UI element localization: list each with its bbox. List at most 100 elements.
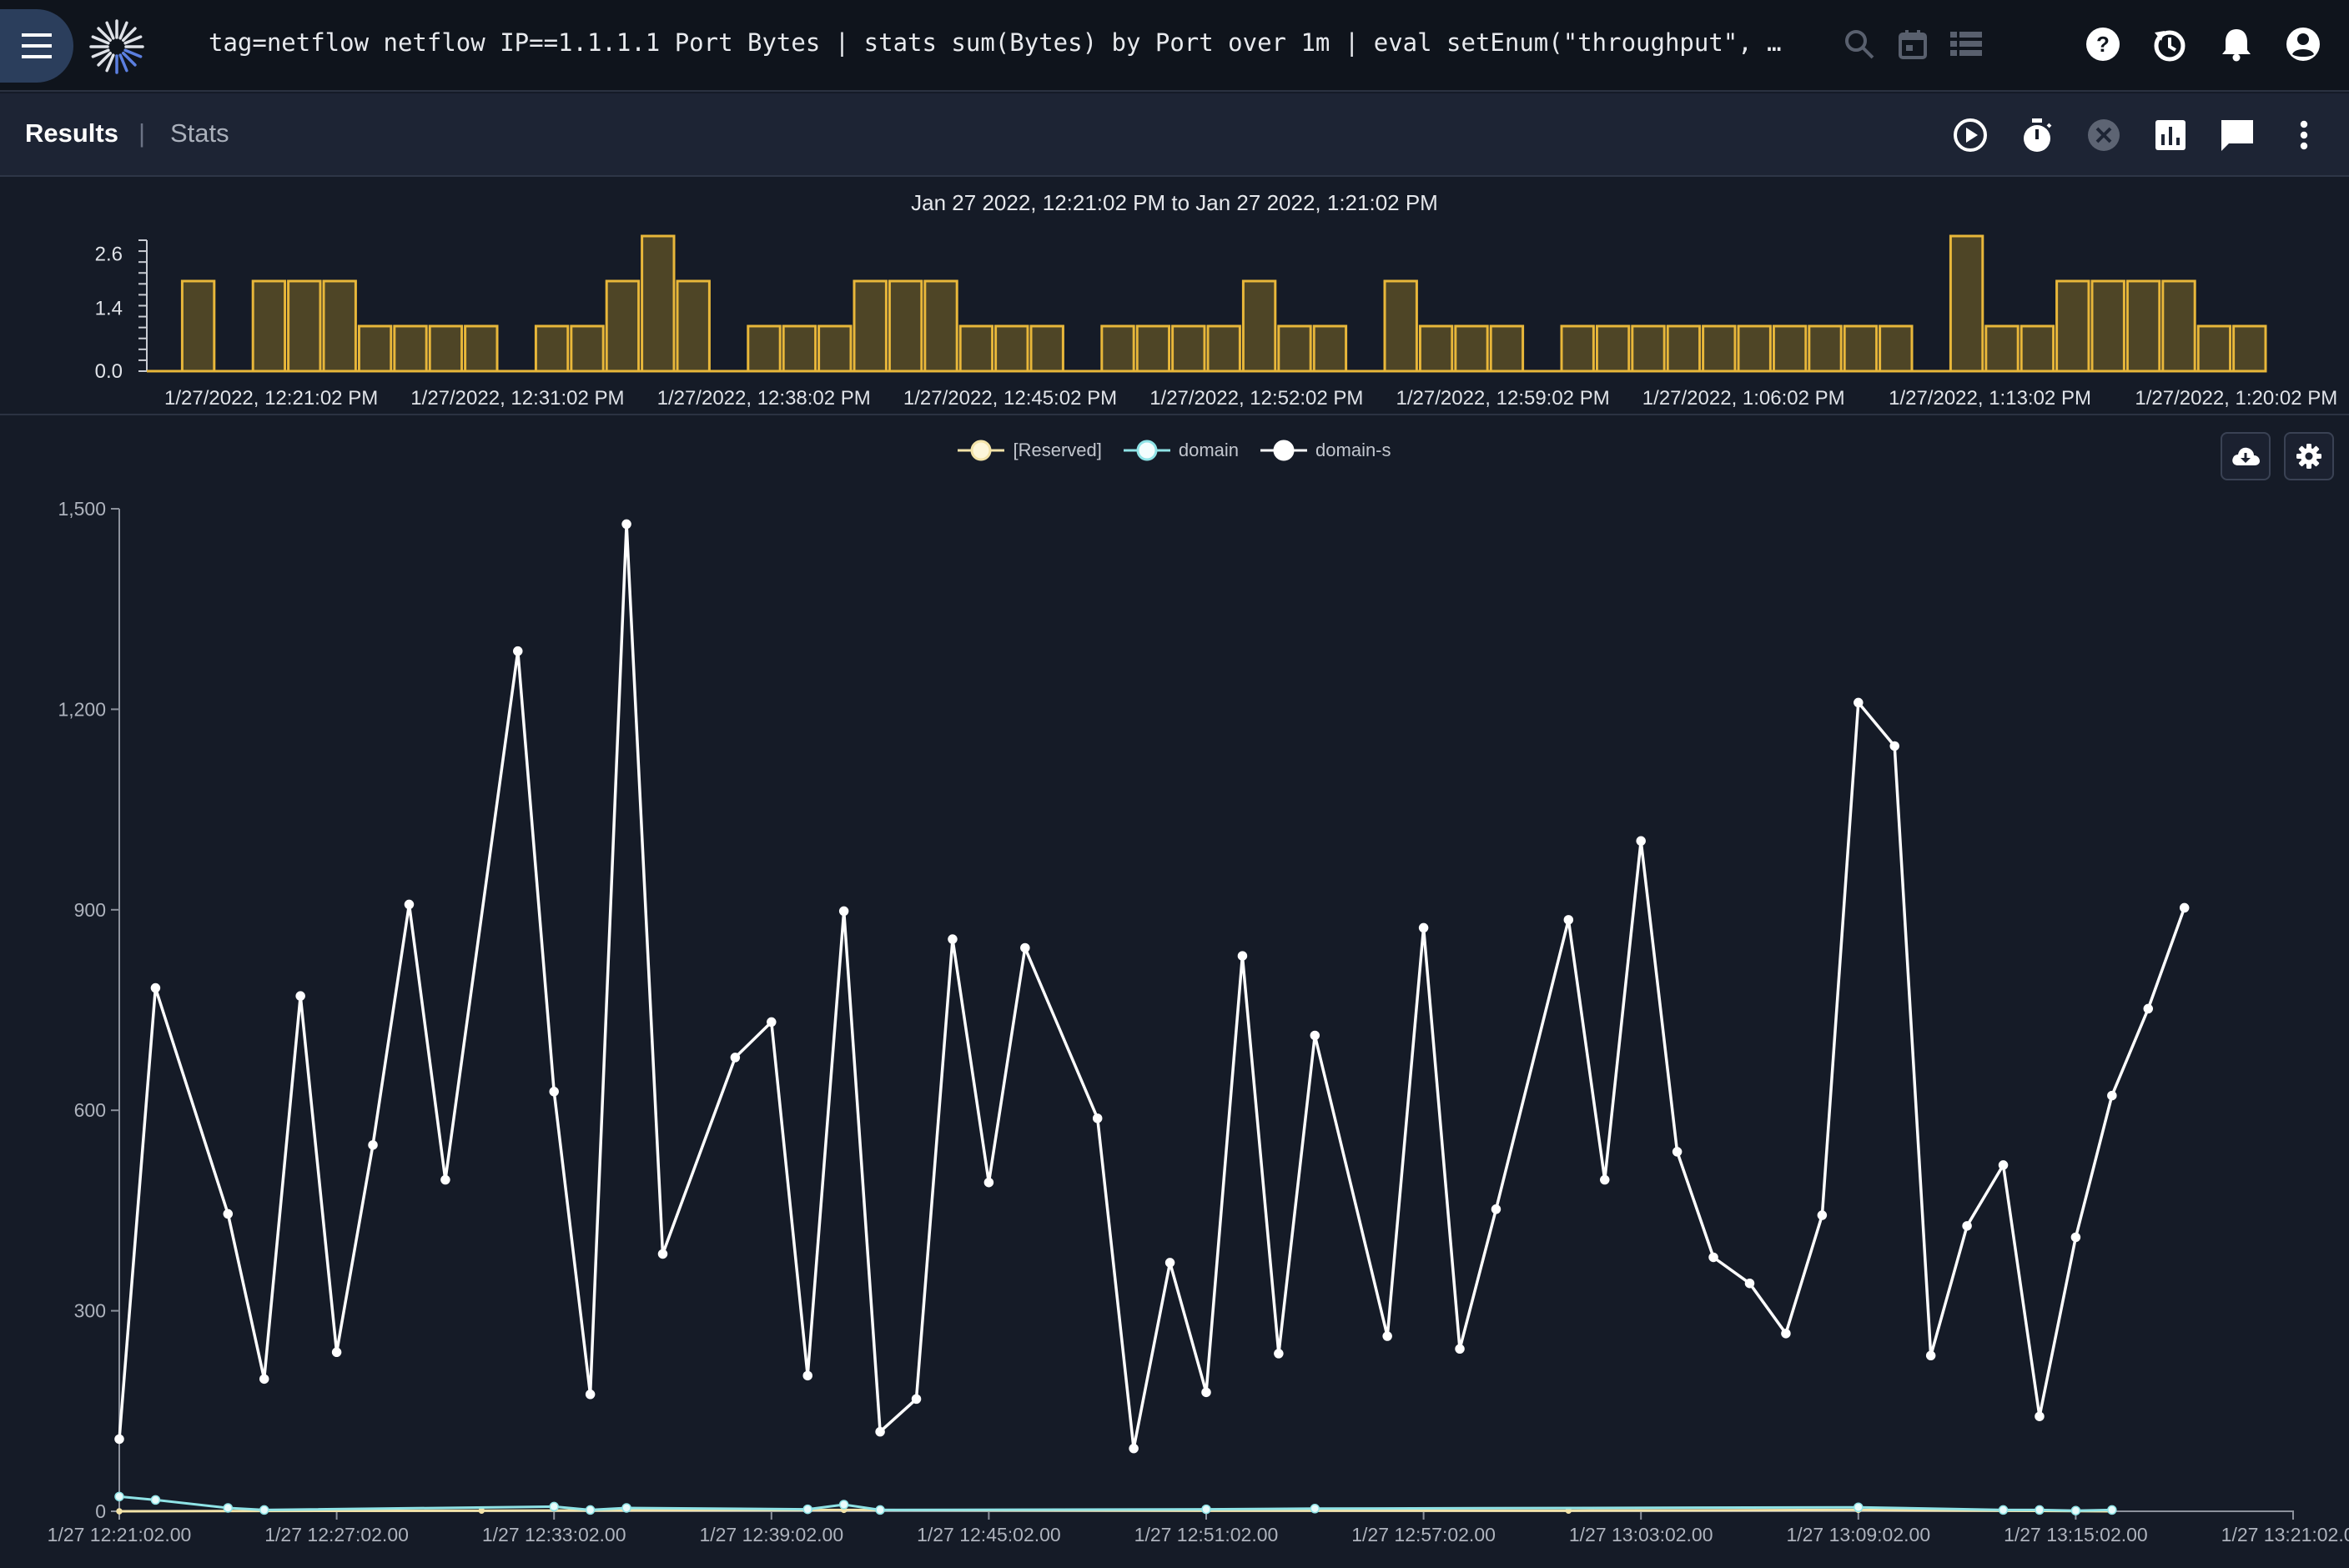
overview-bar xyxy=(287,279,322,373)
tab-separator: | xyxy=(138,118,146,148)
main-x-tick-label: 1/27 12:45:02.00 xyxy=(917,1524,1061,1545)
data-point-domain xyxy=(114,1491,124,1502)
overview-bar xyxy=(464,324,499,373)
data-point-domain-s xyxy=(1418,922,1429,933)
overview-bar xyxy=(1206,324,1241,373)
data-point-domain-s xyxy=(513,646,523,656)
history-icon[interactable] xyxy=(2150,25,2189,63)
data-point-domain-s xyxy=(730,1053,741,1063)
overview-bar xyxy=(393,324,428,373)
overview-bar xyxy=(2055,279,2090,373)
overview-bar xyxy=(1383,279,1418,373)
overview-bar xyxy=(1808,324,1843,373)
cancel-icon[interactable] xyxy=(2084,115,2124,155)
data-point-domain-s xyxy=(2143,1003,2154,1014)
overview-x-tick-label: 1/27/2022, 1:13:02 PM xyxy=(1889,387,2091,410)
main-y-tick-label: 1,500 xyxy=(58,498,106,520)
overview-bar xyxy=(180,279,216,373)
data-point-domain-s xyxy=(114,1434,124,1445)
more-vert-icon[interactable] xyxy=(2284,115,2324,155)
main-x-tick-label: 1/27 13:15:02.00 xyxy=(2004,1524,2148,1545)
data-point-domain xyxy=(1201,1504,1211,1515)
hamburger-icon xyxy=(22,33,52,58)
data-point-domain-s xyxy=(1164,1258,1175,1268)
data-point-domain-s xyxy=(259,1374,269,1385)
overview-bar xyxy=(1737,324,1772,373)
overview-y-tick-label: 0.0 xyxy=(95,360,123,383)
play-icon[interactable] xyxy=(1950,115,1990,155)
data-point-domain xyxy=(1310,1504,1320,1514)
data-point-domain-s xyxy=(1237,951,1248,961)
overview-bar xyxy=(534,324,570,373)
overview-bar xyxy=(1560,324,1595,373)
data-point-domain-s xyxy=(1744,1278,1755,1289)
main-x-tick-label: 1/27 13:03:02.00 xyxy=(1569,1524,1713,1545)
tab-results[interactable]: Results xyxy=(25,118,118,148)
tab-stats[interactable]: Stats xyxy=(170,118,229,148)
overview-bar xyxy=(923,279,958,373)
data-point-domain-s xyxy=(223,1209,234,1219)
overview-bar xyxy=(1879,324,1914,373)
overview-bar xyxy=(1631,324,1666,373)
overview-x-tick-label: 1/27/2022, 12:45:02 PM xyxy=(903,387,1117,410)
data-point-domain-s xyxy=(150,983,161,993)
main-y-tick-label: 600 xyxy=(74,1099,106,1121)
overview-bar xyxy=(2161,279,2196,373)
main-x-tick-label: 1/27 13:21:02.00 xyxy=(2221,1524,2349,1545)
overview-bar xyxy=(2020,324,2055,373)
overview-chart-svg[interactable]: 2.6 1.4 0.0 1/27/2022, 12:21:02 PM 1/27/2022… xyxy=(0,178,2349,415)
comment-icon[interactable] xyxy=(2217,115,2257,155)
legend-marker-domain-s xyxy=(1260,440,1308,461)
main-x-tick-label: 1/27 12:21:02.00 xyxy=(48,1524,192,1545)
legend-marker-domain xyxy=(1123,440,1170,461)
legend-item-domain[interactable]: domain xyxy=(1123,439,1239,462)
data-point-domain-s xyxy=(2179,902,2190,913)
data-point-domain-s xyxy=(1781,1329,1791,1339)
data-point-domain-s xyxy=(549,1087,559,1097)
overview-bar xyxy=(1454,324,1489,373)
data-point-domain-s xyxy=(585,1390,596,1400)
search-icon[interactable] xyxy=(1840,25,1879,63)
data-point-domain-s xyxy=(1998,1160,2009,1170)
data-point-domain-s xyxy=(657,1249,668,1259)
logo-spoke xyxy=(118,53,128,73)
data-point-domain-s xyxy=(1962,1221,1972,1231)
top-bar: tag=netflow netflow IP==1.1.1.1 Port Byt… xyxy=(0,0,2349,92)
help-icon[interactable]: ? xyxy=(2084,25,2122,63)
time-range-title: Jan 27 2022, 12:21:02 PM to Jan 27 2022,… xyxy=(911,190,1438,215)
data-point-domain-s xyxy=(295,991,305,1001)
data-point-domain-s xyxy=(802,1370,812,1381)
hamburger-menu-button[interactable] xyxy=(0,9,73,83)
calendar-icon[interactable] xyxy=(1894,25,1932,63)
overview-bar xyxy=(1100,324,1135,373)
data-point-domain xyxy=(802,1504,812,1515)
overview-bar xyxy=(1843,324,1879,373)
data-point-domain-s xyxy=(1020,942,1030,953)
legend-item-domain-s[interactable]: domain-s xyxy=(1260,439,1391,462)
account-icon[interactable] xyxy=(2284,25,2322,63)
data-point-domain-s xyxy=(1455,1344,1465,1354)
data-point-domain xyxy=(1998,1505,2009,1515)
data-point-domain-s xyxy=(1201,1387,1211,1398)
legend-item-reserved[interactable]: [Reserved] xyxy=(958,439,1102,462)
download-button[interactable] xyxy=(2221,432,2271,480)
chart-settings-button[interactable] xyxy=(2284,432,2334,480)
bell-icon[interactable] xyxy=(2217,25,2256,63)
data-point-domain xyxy=(838,1500,849,1510)
legend-label-domain-s: domain-s xyxy=(1315,440,1391,460)
overview-bar xyxy=(2196,324,2232,373)
data-point-domain-s xyxy=(621,519,631,530)
main-x-tick-label: 1/27 12:33:02.00 xyxy=(482,1524,626,1545)
svg-text:?: ? xyxy=(2096,32,2110,57)
overview-bar xyxy=(251,279,287,373)
list-icon[interactable] xyxy=(1947,25,1985,63)
chart-icon[interactable] xyxy=(2150,115,2191,155)
overview-bar xyxy=(2232,324,2267,373)
data-point-domain-s xyxy=(1129,1443,1139,1454)
timer-icon[interactable] xyxy=(2017,115,2057,155)
main-x-tick-label: 1/27 12:27:02.00 xyxy=(264,1524,409,1545)
data-point-domain-s xyxy=(404,899,415,910)
data-point-domain-s xyxy=(1092,1113,1103,1123)
data-point-domain xyxy=(875,1505,885,1515)
